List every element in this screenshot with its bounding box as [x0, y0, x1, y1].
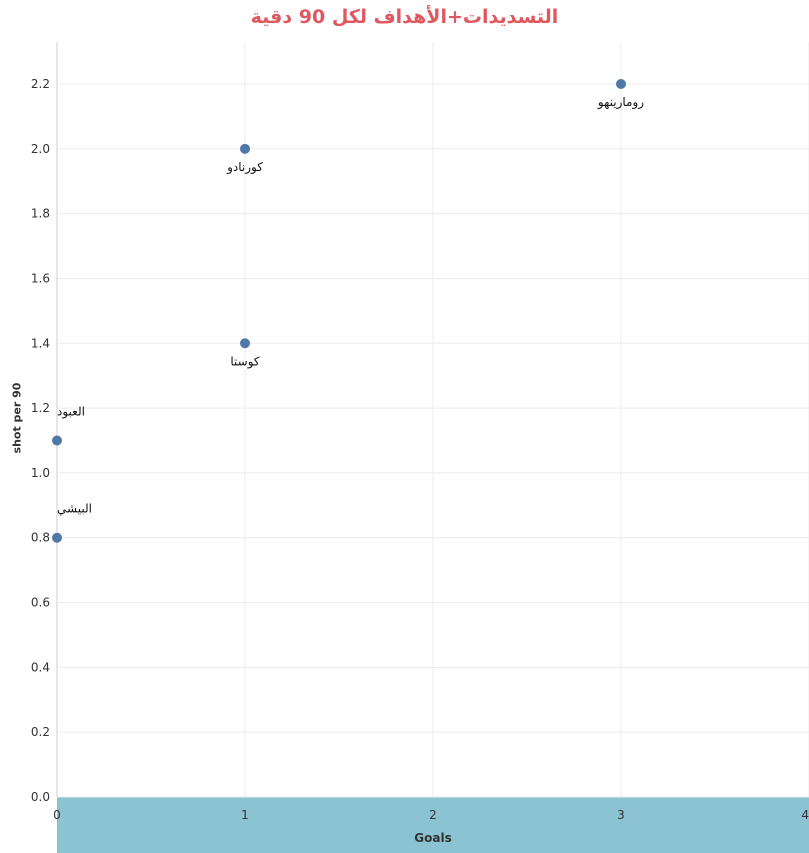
y-tick-label: 1.0 — [31, 466, 50, 480]
x-axis-label: Goals — [414, 831, 452, 845]
x-tick-label: 1 — [241, 808, 249, 822]
data-point — [52, 532, 62, 543]
y-tick-label: 1.8 — [31, 207, 50, 221]
y-tick-label: 2.2 — [31, 77, 50, 91]
y-tick-label: 0.8 — [31, 531, 50, 545]
y-tick-label: 1.4 — [31, 336, 50, 350]
y-tick-label: 0.2 — [31, 725, 50, 739]
x-axis-band — [57, 797, 809, 853]
data-point — [52, 435, 62, 446]
data-point — [240, 338, 250, 349]
y-tick-label: 0.6 — [31, 596, 50, 610]
point-label: كورنادو — [226, 160, 263, 175]
point-label: رومارينهو — [597, 95, 644, 110]
x-tick-label: 4 — [801, 808, 809, 822]
y-tick-label: 1.6 — [31, 271, 50, 285]
x-tick-label: 3 — [617, 808, 625, 822]
data-point — [616, 79, 626, 89]
x-tick-label: 2 — [429, 808, 437, 822]
y-tick-label: 0.0 — [31, 790, 50, 804]
x-tick-label: 0 — [53, 808, 61, 822]
point-label: كوستا — [230, 354, 260, 369]
point-label: البيشي — [57, 502, 92, 516]
y-tick-label: 2.0 — [31, 142, 50, 156]
chart-title: التسديدات+الأهداف لكل 90 دقية — [250, 6, 559, 28]
point-label: العبود — [57, 405, 85, 420]
y-tick-label: 0.4 — [31, 660, 50, 674]
data-point — [240, 143, 250, 154]
y-tick-label: 1.2 — [31, 401, 50, 415]
